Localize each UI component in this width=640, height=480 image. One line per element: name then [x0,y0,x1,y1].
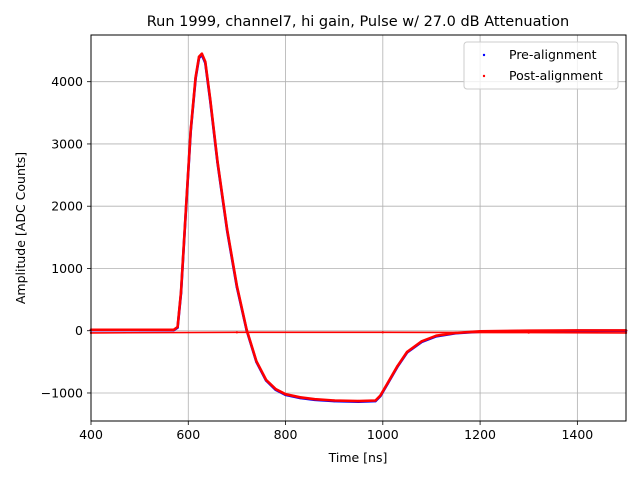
data-point [184,210,187,213]
data-point [333,399,336,402]
grid [90,35,626,421]
x-tick-label: 600 [176,427,200,442]
data-point [405,350,409,354]
data-point [200,52,204,55]
x-tick-label: 800 [274,427,298,442]
legend-marker-post-alignment [482,74,486,78]
axis-ticks: 400 600 800 1000 1200 1400 −1000 0 1000 2000 3000 4… [41,74,594,442]
data-point [576,329,579,332]
series-2 [89,52,628,403]
data-point [274,388,277,391]
data-point [386,381,389,385]
data-point [194,76,197,79]
data-point [264,378,268,382]
x-tick-label: 1400 [561,427,593,442]
series-trace [89,52,628,403]
data-point [197,55,201,58]
y-tick-label: 2000 [51,199,83,214]
data-point [235,284,239,288]
data-point [245,328,248,331]
data-point [379,394,382,397]
data-point [209,97,212,101]
x-tick-label: 400 [79,427,103,442]
data-point [226,228,229,232]
legend-marker-pre-alignment [482,53,486,57]
axes-frame [90,34,627,422]
data-point [255,360,258,363]
data-point [176,325,179,329]
data-point [138,328,141,331]
data-point [357,399,360,403]
data-point [527,329,530,332]
data-point [189,129,192,132]
data-point [381,331,384,334]
data-point [216,160,219,163]
x-tick-label: 1000 [367,427,399,442]
data-point [179,290,183,294]
legend: Pre-alignment Post-alignment [463,41,619,90]
data-point [420,340,423,343]
data-point [204,60,207,63]
x-tick-label: 1200 [464,427,496,442]
y-tick-label: 4000 [51,74,83,89]
data-point [298,396,302,399]
data-point [527,331,530,334]
data-point [374,399,377,402]
x-axis-label: Time [ns] [328,450,388,465]
data-point [284,393,287,396]
data-point [396,365,399,368]
chart-title: Run 1999, channel7, hi gain, Pulse w/ 27… [147,14,570,30]
y-tick-label: −1000 [41,385,83,400]
legend-label-post-alignment: Post-alignment [509,68,603,83]
series-3 [89,331,628,335]
data-point [235,331,239,334]
series-trace [90,331,627,334]
legend-label-pre-alignment: Pre-alignment [509,47,597,62]
legend-box [463,41,619,90]
y-axis-label: Amplitude [ADC Counts] [13,152,28,304]
data-point [172,328,175,331]
plot-area [89,52,628,404]
y-tick-label: 1000 [51,261,83,276]
y-tick-label: 0 [75,323,83,338]
y-tick-label: 3000 [51,136,83,151]
data-point [313,398,316,401]
data-point [435,334,438,337]
